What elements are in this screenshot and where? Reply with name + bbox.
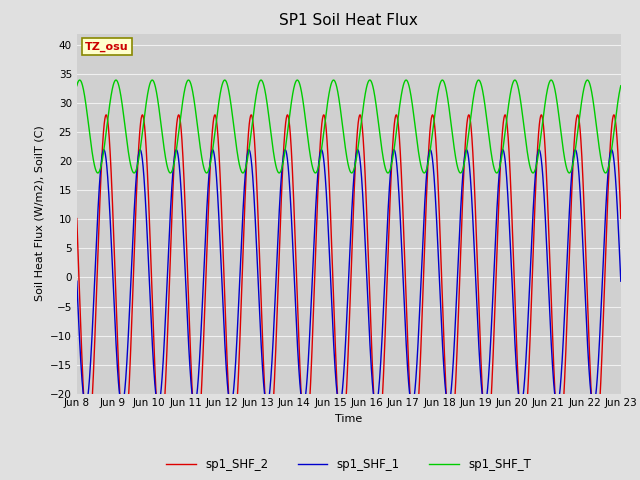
sp1_SHF_2 — [281, 130, 289, 135]
sp1_SHF_2 — [84, 437, 92, 443]
sp1_SHF_2 — [172, 133, 180, 139]
sp1_SHF_T — [479, 89, 486, 95]
Line: sp1_SHF_1: sp1_SHF_1 — [77, 150, 621, 405]
sp1_SHF_1 — [172, 148, 179, 154]
sp1_SHF_1 — [520, 381, 528, 387]
Legend: sp1_SHF_2, sp1_SHF_1, sp1_SHF_T: sp1_SHF_2, sp1_SHF_1, sp1_SHF_T — [161, 454, 536, 476]
X-axis label: Time: Time — [335, 414, 362, 424]
sp1_SHF_T — [348, 170, 356, 176]
sp1_SHF_T — [520, 125, 528, 131]
sp1_SHF_T — [73, 83, 81, 89]
sp1_SHF_T — [617, 83, 625, 89]
sp1_SHF_1 — [399, 277, 407, 283]
Title: SP1 Soil Heat Flux: SP1 Soil Heat Flux — [280, 13, 418, 28]
sp1_SHF_1 — [281, 147, 289, 153]
Text: TZ_osu: TZ_osu — [85, 42, 129, 52]
sp1_SHF_1 — [317, 147, 325, 153]
sp1_SHF_2 — [427, 120, 435, 126]
sp1_SHF_2 — [429, 112, 436, 118]
sp1_SHF_2 — [399, 215, 407, 220]
sp1_SHF_1 — [617, 278, 625, 284]
sp1_SHF_T — [427, 144, 435, 150]
sp1_SHF_2 — [73, 216, 81, 221]
Line: sp1_SHF_2: sp1_SHF_2 — [77, 115, 621, 440]
sp1_SHF_T — [281, 151, 289, 156]
sp1_SHF_2 — [479, 399, 487, 405]
sp1_SHF_1 — [427, 147, 435, 153]
sp1_SHF_1 — [479, 396, 486, 402]
Line: sp1_SHF_T: sp1_SHF_T — [77, 80, 621, 173]
sp1_SHF_1 — [73, 278, 81, 284]
sp1_SHF_2 — [520, 434, 528, 440]
sp1_SHF_T — [172, 152, 179, 158]
Y-axis label: Soil Heat Flux (W/m2), SoilT (C): Soil Heat Flux (W/m2), SoilT (C) — [35, 126, 44, 301]
sp1_SHF_T — [399, 83, 407, 89]
sp1_SHF_2 — [617, 216, 625, 221]
sp1_SHF_T — [547, 77, 555, 83]
sp1_SHF_1 — [517, 402, 525, 408]
